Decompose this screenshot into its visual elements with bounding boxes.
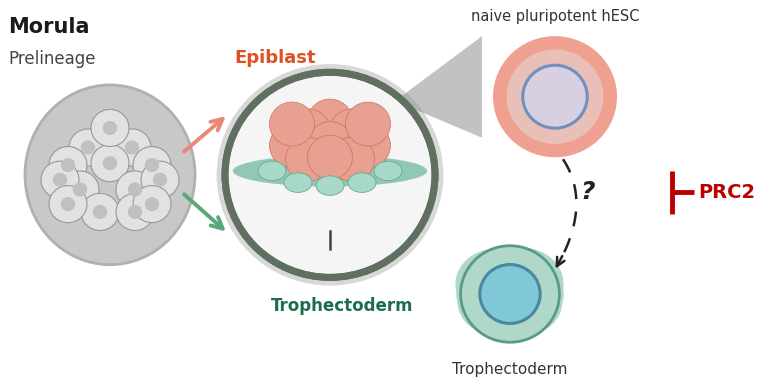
- Circle shape: [61, 197, 75, 211]
- Circle shape: [91, 110, 129, 147]
- Text: Morula: Morula: [8, 17, 90, 37]
- Circle shape: [145, 158, 159, 172]
- Ellipse shape: [233, 155, 427, 186]
- Text: Prelineage: Prelineage: [8, 50, 95, 68]
- Circle shape: [133, 186, 171, 223]
- Ellipse shape: [456, 249, 537, 320]
- Ellipse shape: [316, 176, 344, 195]
- Text: Epiblast: Epiblast: [234, 49, 316, 67]
- Circle shape: [125, 141, 139, 155]
- Circle shape: [53, 173, 67, 187]
- Circle shape: [346, 124, 391, 168]
- Circle shape: [116, 193, 154, 230]
- Ellipse shape: [374, 161, 402, 181]
- Circle shape: [116, 171, 154, 208]
- Circle shape: [113, 129, 151, 166]
- Circle shape: [81, 193, 119, 230]
- Circle shape: [307, 122, 353, 166]
- Circle shape: [141, 161, 179, 198]
- Circle shape: [285, 137, 331, 181]
- Circle shape: [346, 102, 391, 146]
- Circle shape: [49, 147, 87, 183]
- Ellipse shape: [480, 247, 564, 321]
- Ellipse shape: [473, 246, 548, 307]
- Circle shape: [270, 124, 314, 168]
- Ellipse shape: [458, 269, 533, 335]
- Ellipse shape: [284, 173, 312, 193]
- Circle shape: [217, 64, 443, 286]
- Circle shape: [128, 182, 142, 197]
- Circle shape: [153, 173, 167, 187]
- Circle shape: [307, 99, 353, 143]
- Text: Trophectoderm: Trophectoderm: [271, 297, 413, 315]
- Circle shape: [49, 186, 87, 223]
- Ellipse shape: [488, 269, 562, 335]
- Text: naive pluripotent hESC: naive pluripotent hESC: [471, 9, 640, 24]
- Circle shape: [103, 121, 117, 135]
- Circle shape: [270, 102, 314, 146]
- Circle shape: [93, 205, 107, 219]
- Circle shape: [307, 135, 353, 179]
- Circle shape: [61, 158, 75, 172]
- Circle shape: [285, 109, 331, 153]
- Ellipse shape: [469, 276, 551, 341]
- Ellipse shape: [258, 161, 286, 181]
- Circle shape: [128, 205, 142, 219]
- Polygon shape: [395, 36, 482, 138]
- Circle shape: [329, 109, 374, 153]
- Text: ?: ?: [581, 180, 595, 204]
- Circle shape: [507, 49, 604, 144]
- Circle shape: [41, 161, 79, 198]
- Circle shape: [103, 156, 117, 170]
- Circle shape: [480, 265, 541, 323]
- Circle shape: [329, 137, 374, 181]
- Circle shape: [81, 141, 95, 155]
- Ellipse shape: [458, 249, 562, 339]
- Circle shape: [145, 197, 159, 211]
- Circle shape: [91, 144, 129, 182]
- Circle shape: [73, 182, 87, 197]
- Ellipse shape: [348, 173, 376, 193]
- Circle shape: [493, 36, 617, 157]
- Ellipse shape: [456, 265, 524, 323]
- Circle shape: [523, 65, 587, 128]
- Ellipse shape: [496, 265, 564, 323]
- Circle shape: [61, 171, 99, 208]
- Circle shape: [69, 129, 107, 166]
- Ellipse shape: [25, 85, 195, 265]
- Text: PRC2: PRC2: [698, 183, 755, 202]
- Text: Trophectoderm: Trophectoderm: [452, 362, 568, 377]
- Circle shape: [225, 72, 435, 277]
- Circle shape: [133, 147, 171, 183]
